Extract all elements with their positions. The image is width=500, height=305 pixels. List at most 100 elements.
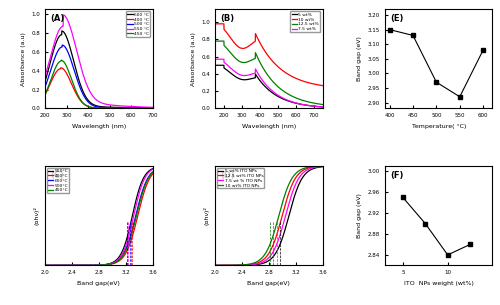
Line: 10 wt%: 10 wt% (215, 24, 322, 86)
7.5 wt% (320, 105, 326, 109)
Line: 600 °C: 600 °C (45, 31, 152, 108)
400°C (134, 214, 140, 218)
Y-axis label: Absorbance (a.u): Absorbance (a.u) (191, 32, 196, 86)
Legend: 550°C, 400°C, 600°C, 500°C, 450°C: 550°C, 400°C, 600°C, 500°C, 450°C (47, 168, 70, 193)
12.5 wt% (246, 59, 252, 63)
600°C (108, 262, 114, 266)
10 wt% ITO NPs (212, 264, 218, 267)
400 °C (114, 106, 120, 110)
7.5 wt% (242, 74, 248, 77)
5 wt% (212, 63, 218, 67)
600°C (124, 246, 130, 249)
550°C (108, 262, 114, 265)
5 wt% (246, 77, 252, 81)
Legend: 5 wt% ITO NPs, 12.5 wt% ITO NPs, 7.5 wt % ITO NPs, 10 wt% ITO NPs: 5 wt% ITO NPs, 12.5 wt% ITO NPs, 7.5 wt … (217, 168, 264, 188)
Line: 400°C: 400°C (45, 174, 152, 265)
600 °C (59, 29, 65, 33)
500°C (48, 264, 54, 267)
Line: 500°C: 500°C (45, 169, 152, 265)
7.5 wt % ITO NPs (218, 264, 224, 267)
X-axis label: Temperature( °C): Temperature( °C) (412, 124, 466, 129)
12.5 wt% ITO NPs (274, 231, 280, 235)
500°C (104, 263, 110, 266)
7.5 wt% (309, 104, 315, 108)
500°C (42, 264, 48, 267)
500 °C (59, 43, 65, 47)
600°C (42, 264, 48, 267)
5 wt% ITO NPs (320, 165, 326, 169)
Y-axis label: Band gap (eV): Band gap (eV) (358, 193, 362, 238)
7.5 wt % ITO NPs (294, 181, 300, 184)
12.5 wt% ITO NPs (304, 167, 310, 170)
12.5 wt% (212, 39, 218, 43)
500 °C (150, 106, 156, 110)
500°C (150, 167, 156, 171)
5 wt% ITO NPs (278, 242, 283, 246)
5 wt% (296, 102, 302, 106)
X-axis label: ITO  NPs weight (wt%): ITO NPs weight (wt%) (404, 281, 473, 286)
7.5 wt % ITO NPs (280, 221, 286, 225)
7.5 wt % ITO NPs (274, 241, 280, 244)
7.5 wt% (238, 73, 244, 77)
12.5 wt% ITO NPs (280, 209, 286, 213)
12.5 wt% ITO NPs (320, 164, 326, 168)
600 °C (114, 106, 120, 109)
Line: 7.5 wt%: 7.5 wt% (215, 59, 322, 107)
7.5 wt% (282, 98, 288, 101)
400°C (150, 172, 156, 176)
Line: 450°C: 450°C (45, 173, 152, 265)
400 °C (58, 66, 64, 70)
Line: 10 wt% ITO NPs: 10 wt% ITO NPs (215, 166, 322, 265)
550 °C (60, 13, 66, 17)
Legend: 5 wt%, 10 wt%, 12.5 wt%, 7.5 wt%: 5 wt%, 10 wt%, 12.5 wt%, 7.5 wt% (290, 11, 320, 33)
600 °C (106, 105, 112, 109)
10 wt% ITO NPs (280, 197, 286, 201)
550 °C (106, 103, 112, 106)
Y-axis label: (αhν)²: (αhν)² (204, 206, 210, 225)
Line: 550°C: 550°C (45, 169, 152, 265)
550 °C (70, 34, 76, 38)
10 wt% (282, 71, 288, 74)
500 °C (123, 106, 129, 110)
450°C (150, 171, 156, 174)
Line: 500 °C: 500 °C (45, 45, 152, 108)
5 wt% (282, 98, 288, 102)
5 wt% ITO NPs (294, 188, 300, 192)
450 °C (91, 106, 97, 109)
X-axis label: Band gap(eV): Band gap(eV) (248, 281, 290, 286)
500°C (124, 242, 130, 246)
600 °C (61, 31, 67, 34)
550 °C (61, 13, 67, 17)
10 wt% (238, 46, 244, 50)
550 °C (114, 104, 120, 107)
600°C (150, 170, 156, 174)
600°C (104, 263, 110, 266)
X-axis label: Wavelength (nm): Wavelength (nm) (242, 124, 296, 129)
12.5 wt% ITO NPs (212, 264, 218, 267)
500°C (134, 197, 140, 201)
10 wt% ITO NPs (218, 264, 224, 267)
400 °C (42, 93, 48, 97)
450 °C (114, 106, 120, 110)
400 °C (61, 68, 67, 72)
450°C (134, 209, 140, 213)
500°C (110, 261, 116, 264)
600°C (110, 261, 116, 265)
550°C (134, 192, 140, 196)
600 °C (91, 103, 97, 107)
400 °C (106, 106, 112, 110)
5 wt% (309, 104, 315, 108)
5 wt% ITO NPs (274, 248, 280, 252)
10 wt% ITO NPs (278, 209, 283, 212)
7.5 wt% (296, 102, 302, 106)
10 wt% ITO NPs (304, 166, 310, 169)
Line: 550 °C: 550 °C (45, 15, 152, 107)
10 wt% ITO NPs (294, 171, 300, 174)
10 wt% (296, 78, 302, 81)
400°C (42, 264, 48, 267)
600°C (134, 206, 140, 210)
12.5 wt% ITO NPs (278, 221, 283, 224)
400 °C (70, 85, 76, 88)
400°C (110, 262, 116, 265)
550°C (104, 262, 110, 266)
